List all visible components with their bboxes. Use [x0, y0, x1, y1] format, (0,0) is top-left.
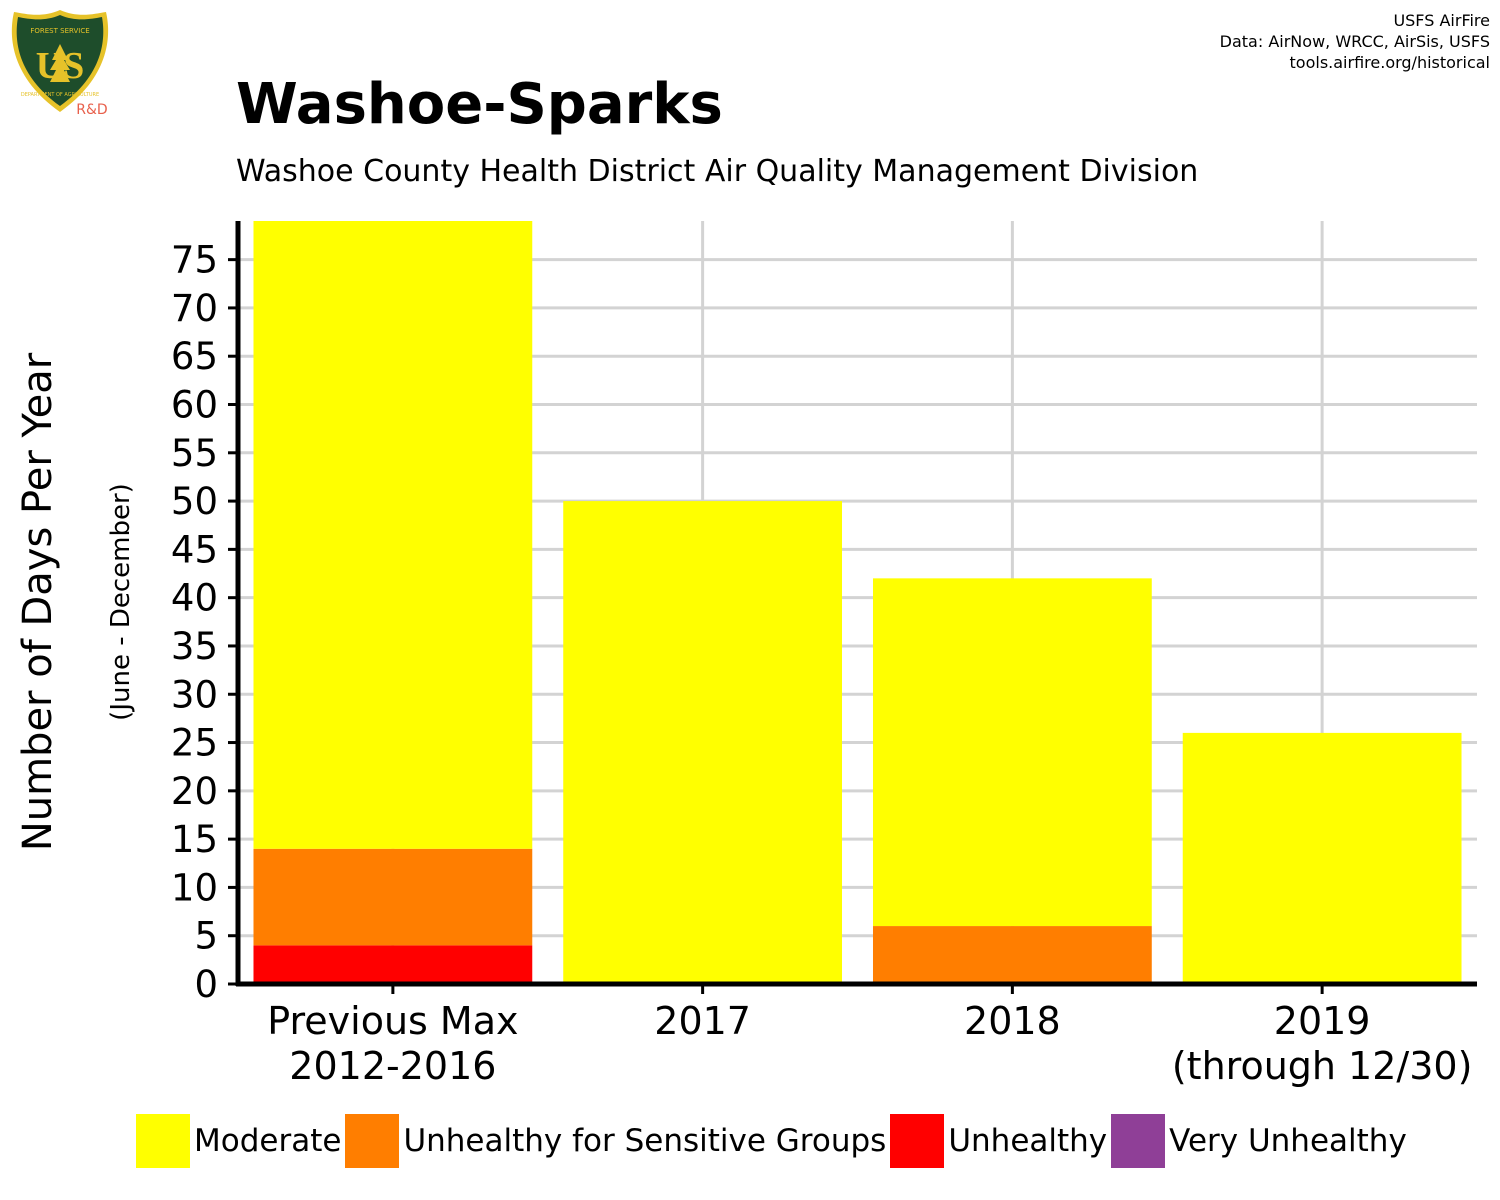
y-tick-label: 10 [171, 866, 218, 909]
legend-swatch [1111, 1114, 1166, 1168]
y-tick-label: 25 [171, 722, 218, 765]
legend-label: Unhealthy [948, 1123, 1108, 1159]
chart-title: Washoe-Sparks [236, 72, 723, 137]
legend-label: Moderate [194, 1123, 342, 1159]
legend-item: Unhealthy for Sensitive Groups [345, 1114, 886, 1168]
y-tick-label: 75 [171, 239, 218, 282]
legend-label: Unhealthy for Sensitive Groups [403, 1123, 887, 1159]
y-tick-label: 35 [171, 625, 218, 668]
bar-moderate [253, 221, 533, 849]
bar-unhealthy-for-sensitive-groups [253, 848, 533, 946]
y-tick-label: 60 [171, 384, 218, 427]
credit-line: tools.airfire.org/historical [1289, 53, 1490, 72]
legend: Moderate Unhealthy for Sensitive Groups Un… [136, 1114, 1411, 1168]
chart-subtitle: Washoe County Health District Air Qualit… [236, 154, 1199, 189]
y-tick-label: 65 [171, 335, 218, 378]
legend-swatch [890, 1114, 945, 1168]
legend-swatch [136, 1114, 190, 1168]
legend-item: Very Unhealthy [1111, 1114, 1407, 1168]
legend-label: Very Unhealthy [1169, 1123, 1407, 1159]
y-tick-label: 40 [171, 577, 218, 620]
credits: USFS AirFire Data: AirNow, WRCC, AirSis,… [1220, 10, 1490, 73]
y-tick-label: 5 [194, 915, 218, 958]
y-tick-label: 15 [171, 818, 218, 861]
y-tick-label: 50 [171, 480, 218, 523]
x-tick-label-line2: 2012-2016 [289, 1044, 496, 1088]
x-tick-label: 2017 [654, 999, 751, 1043]
credit-line: Data: AirNow, WRCC, AirSis, USFS [1219, 32, 1490, 51]
y-tick-label: 20 [171, 770, 218, 813]
y-tick-label: 30 [171, 673, 218, 716]
bar-unhealthy-for-sensitive-groups [872, 926, 1152, 984]
x-tick-label: 2018 [964, 999, 1061, 1043]
logo-top-text: FOREST SERVICE [30, 27, 89, 35]
y-tick-label: 0 [194, 963, 218, 1006]
y-tick-label: 70 [171, 287, 218, 330]
y-tick-label: 55 [171, 432, 218, 475]
bar-unhealthy [253, 945, 533, 984]
x-tick-label-line2: (through 12/30) [1172, 1044, 1473, 1088]
legend-item: Moderate [136, 1114, 341, 1168]
logo-bottom-text: DEPARTMENT OF AGRICULTURE [21, 92, 99, 98]
legend-item: Unhealthy [890, 1114, 1107, 1168]
logo-tag: R&D [76, 102, 107, 118]
credit-line: USFS AirFire [1393, 11, 1490, 30]
bar-moderate [1182, 732, 1462, 984]
tree-icon [50, 44, 70, 82]
bar-moderate [872, 578, 1152, 927]
forest-service-logo: US FOREST SERVICE DEPARTMENT OF AGRICULT… [11, 10, 109, 118]
x-tick-label: 2019 [1274, 999, 1371, 1043]
bar-moderate [563, 501, 843, 984]
x-tick-label: Previous Max [267, 999, 518, 1043]
legend-swatch [345, 1114, 400, 1168]
y-tick-label: 45 [171, 528, 218, 571]
